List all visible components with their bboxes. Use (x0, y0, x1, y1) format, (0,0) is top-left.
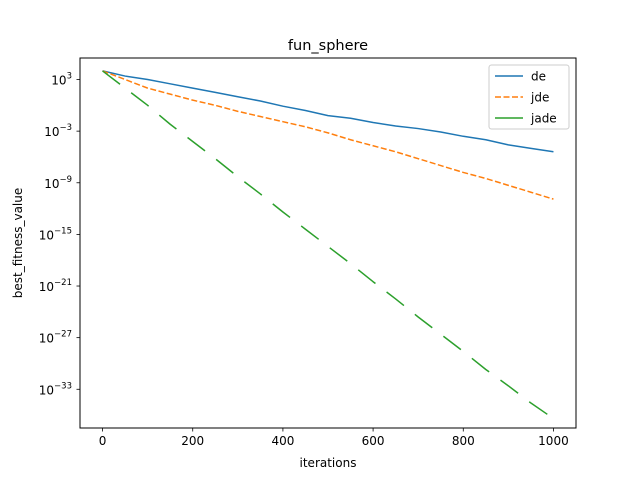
y-tick-label: 10−15 (39, 226, 72, 242)
y-tick-label: 103 (51, 72, 72, 88)
y-tick-label: 10−21 (39, 278, 72, 294)
y-tick-label: 10−27 (39, 330, 72, 346)
legend-label-jade: jade (530, 112, 557, 126)
y-axis-label: best_fitness_value (11, 188, 25, 299)
y-axis: 103 10−3 10−9 10−15 10−21 10−27 10−33 (39, 72, 80, 397)
series-line-de (102, 70, 554, 153)
plot-area (102, 70, 554, 420)
legend: de jde jade (488, 64, 570, 130)
series-line-jde (102, 70, 554, 200)
x-tick-label: 600 (362, 434, 385, 448)
y-tick-label: 10−33 (39, 381, 72, 397)
y-tick-label: 10−9 (44, 175, 72, 191)
legend-label-jde: jde (530, 91, 549, 105)
legend-label-de: de (531, 70, 546, 84)
chart-title: fun_sphere (288, 38, 368, 54)
x-axis: 0 200 400 600 800 1000 (99, 428, 569, 448)
plot-frame (79, 57, 577, 429)
x-tick-label: 1000 (538, 434, 569, 448)
legend-box (488, 64, 570, 130)
x-axis-label: iterations (300, 456, 357, 470)
x-tick-label: 200 (181, 434, 204, 448)
x-tick-label: 400 (271, 434, 294, 448)
x-tick-label: 800 (452, 434, 475, 448)
y-tick-label: 10−3 (44, 123, 72, 139)
series-line-jade (102, 70, 554, 420)
x-tick-label: 0 (99, 434, 107, 448)
